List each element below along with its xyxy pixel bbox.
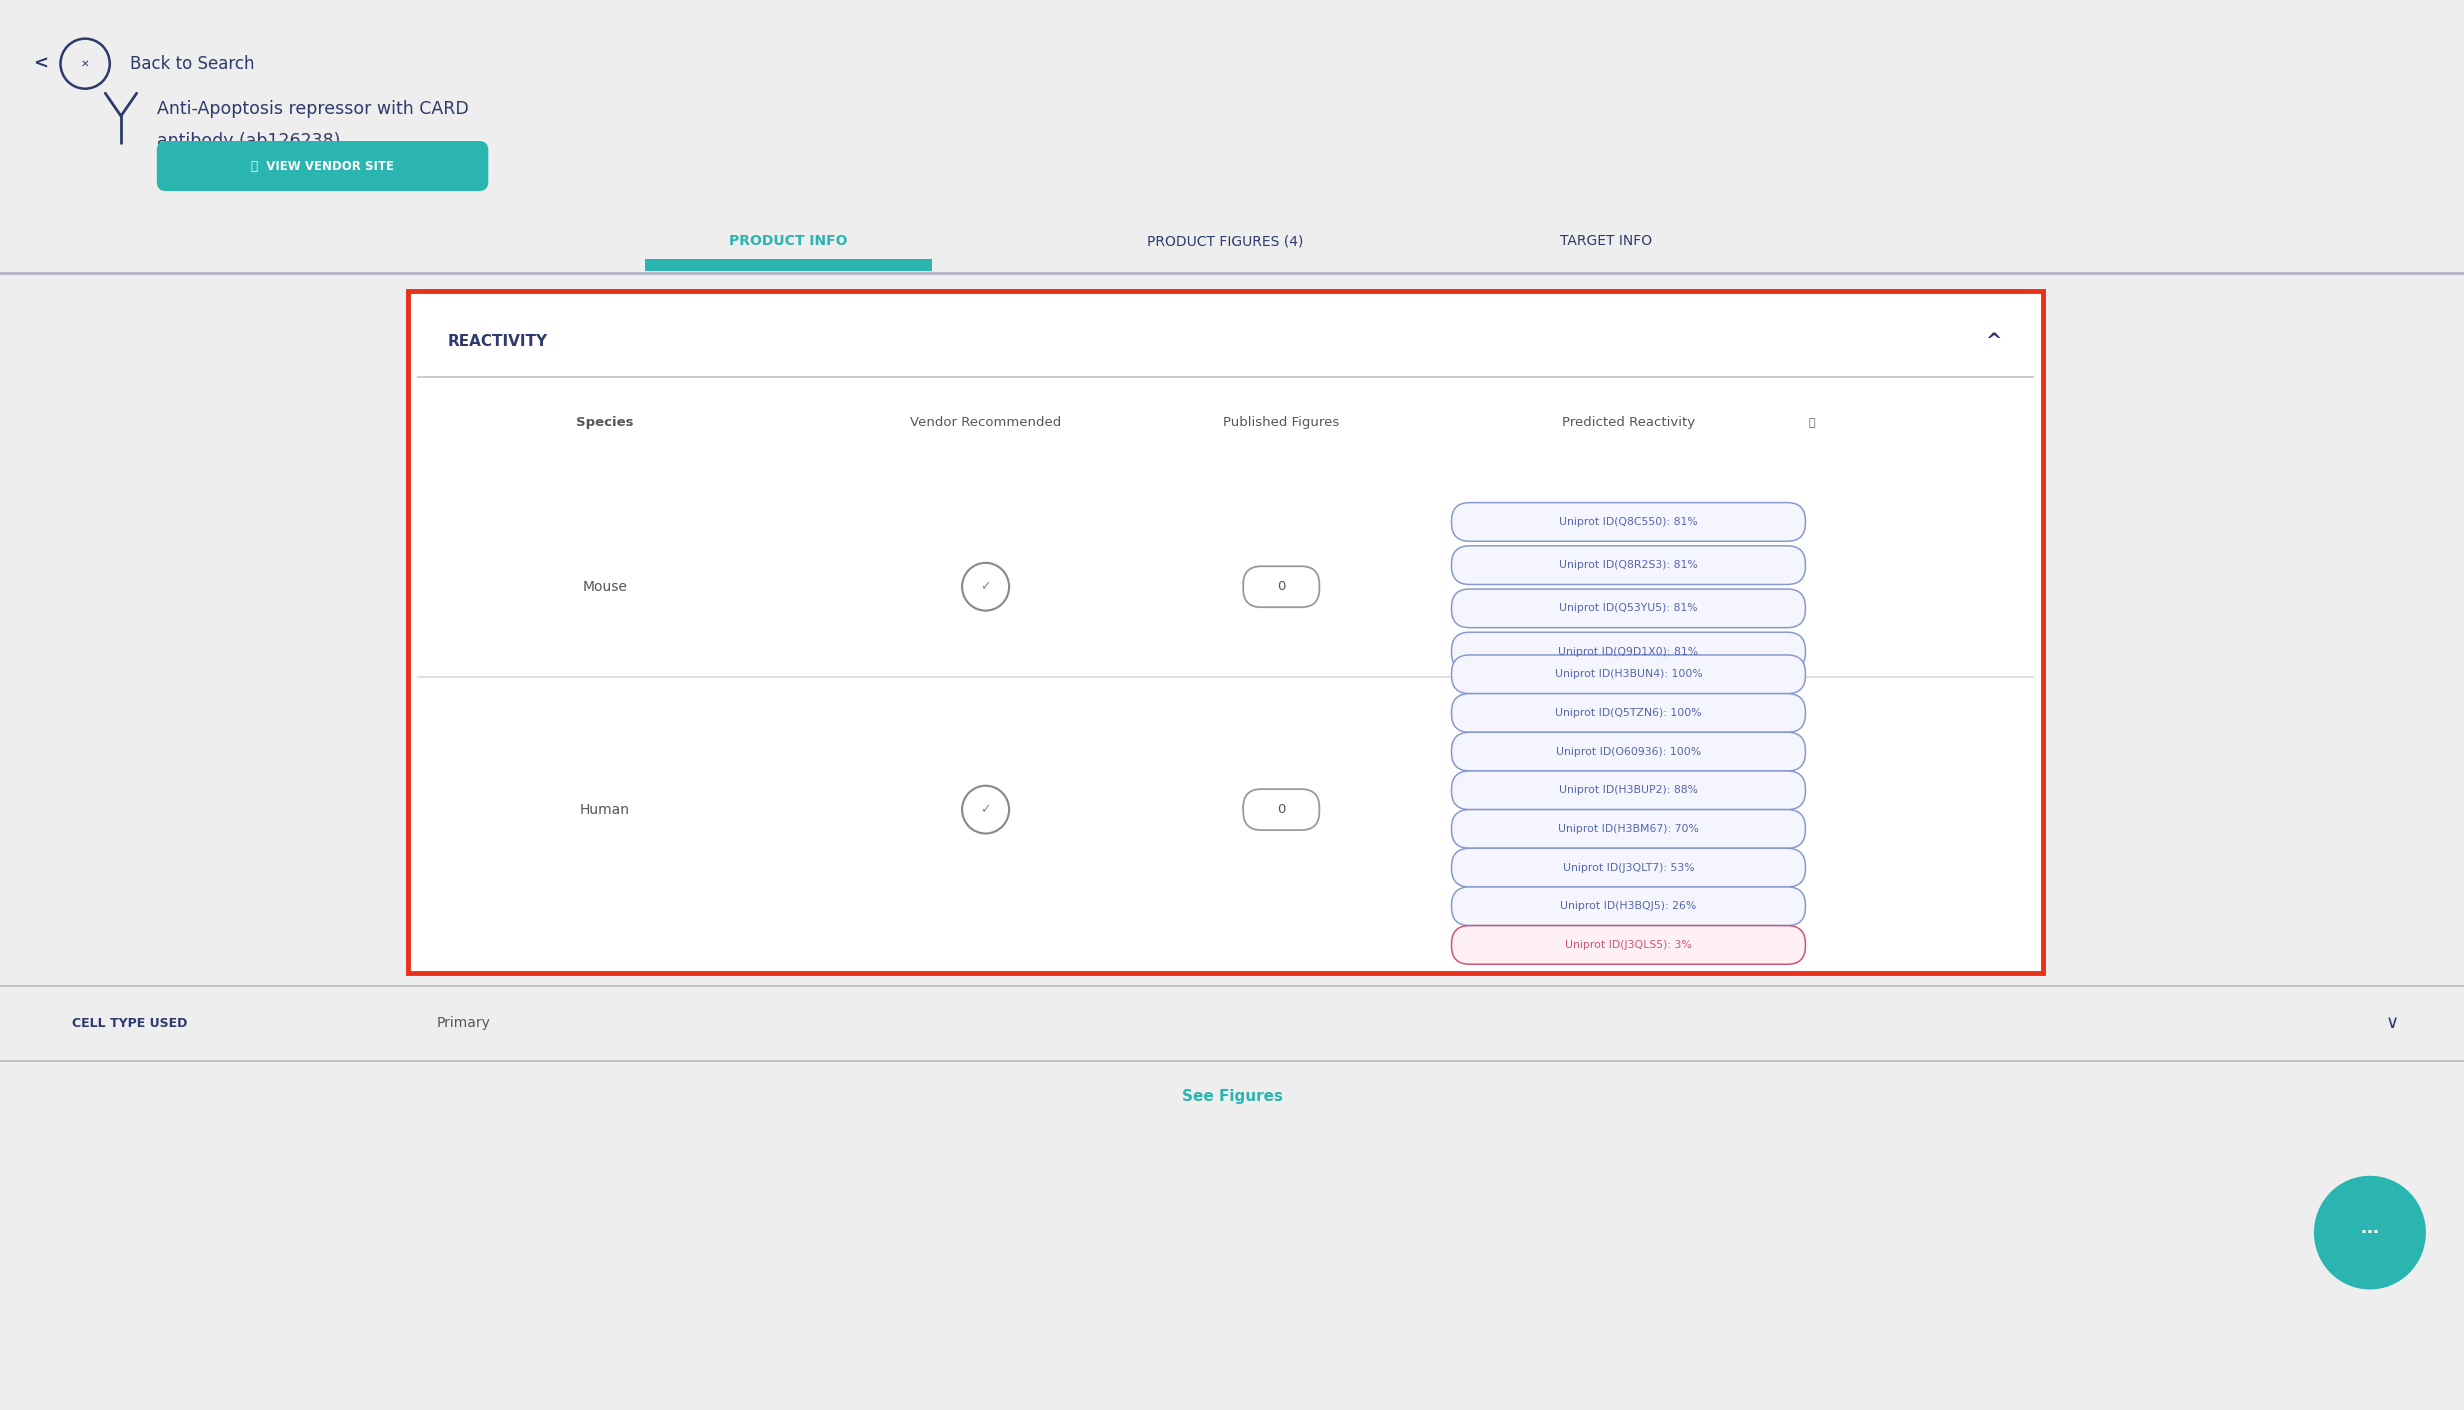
Bar xyxy=(646,259,931,271)
Text: Uniprot ID(J3QLS5): 3%: Uniprot ID(J3QLS5): 3% xyxy=(1565,940,1693,950)
Text: See Figures: See Figures xyxy=(1183,1089,1281,1104)
Text: Uniprot ID(O60936): 100%: Uniprot ID(O60936): 100% xyxy=(1555,747,1700,757)
Text: 0: 0 xyxy=(1276,804,1286,816)
FancyBboxPatch shape xyxy=(1451,809,1806,849)
FancyBboxPatch shape xyxy=(1451,849,1806,887)
Bar xyxy=(0,1060,2464,1062)
FancyBboxPatch shape xyxy=(1244,567,1318,608)
FancyBboxPatch shape xyxy=(1451,887,1806,925)
Text: Uniprot ID(H3BM67): 70%: Uniprot ID(H3BM67): 70% xyxy=(1557,823,1698,833)
Text: ∨: ∨ xyxy=(2385,1014,2400,1032)
Bar xyxy=(0,984,2464,987)
Text: PRODUCT FIGURES (4): PRODUCT FIGURES (4) xyxy=(1148,234,1303,248)
Text: Anti-Apoptosis repressor with CARD: Anti-Apoptosis repressor with CARD xyxy=(158,100,468,118)
Text: PRODUCT INFO: PRODUCT INFO xyxy=(729,234,848,248)
Text: Back to Search: Back to Search xyxy=(131,55,254,73)
FancyBboxPatch shape xyxy=(1451,502,1806,541)
Bar xyxy=(407,290,2043,973)
Text: Uniprot ID(Q5TZN6): 100%: Uniprot ID(Q5TZN6): 100% xyxy=(1555,708,1703,718)
Text: Human: Human xyxy=(579,802,631,816)
Bar xyxy=(416,675,2033,678)
Text: Mouse: Mouse xyxy=(582,580,628,594)
FancyBboxPatch shape xyxy=(158,141,488,190)
Circle shape xyxy=(2314,1176,2427,1290)
FancyBboxPatch shape xyxy=(1451,925,1806,964)
Text: Uniprot ID(H3BUN4): 100%: Uniprot ID(H3BUN4): 100% xyxy=(1555,670,1703,680)
FancyBboxPatch shape xyxy=(1451,546,1806,585)
Text: ✓: ✓ xyxy=(981,581,991,594)
Text: <: < xyxy=(32,55,47,73)
Text: antibody (ab126238): antibody (ab126238) xyxy=(158,133,340,149)
Text: Published Figures: Published Figures xyxy=(1222,416,1340,430)
FancyBboxPatch shape xyxy=(1451,656,1806,694)
Text: ^: ^ xyxy=(1986,331,2001,351)
Text: ⓘ: ⓘ xyxy=(1809,417,1816,429)
Text: ✓: ✓ xyxy=(981,804,991,816)
Text: ✕: ✕ xyxy=(81,59,89,69)
FancyBboxPatch shape xyxy=(1451,732,1806,771)
Text: REACTIVITY: REACTIVITY xyxy=(448,334,547,348)
Text: Predicted Reactivity: Predicted Reactivity xyxy=(1562,416,1695,430)
Bar xyxy=(0,272,2464,275)
Text: Uniprot ID(Q53YU5): 81%: Uniprot ID(Q53YU5): 81% xyxy=(1560,603,1698,613)
Text: TARGET INFO: TARGET INFO xyxy=(1560,234,1653,248)
Text: Uniprot ID(H3BUP2): 88%: Uniprot ID(H3BUP2): 88% xyxy=(1560,785,1698,795)
Text: Uniprot ID(Q8R2S3): 81%: Uniprot ID(Q8R2S3): 81% xyxy=(1560,560,1698,570)
Text: Uniprot ID(Q8C550): 81%: Uniprot ID(Q8C550): 81% xyxy=(1560,517,1698,527)
FancyBboxPatch shape xyxy=(1244,790,1318,830)
Text: …: … xyxy=(2361,1220,2378,1237)
Bar xyxy=(407,290,2043,973)
Text: 0: 0 xyxy=(1276,581,1286,594)
FancyBboxPatch shape xyxy=(1451,589,1806,627)
Text: Primary: Primary xyxy=(436,1017,490,1031)
Text: CELL TYPE USED: CELL TYPE USED xyxy=(71,1017,187,1029)
Text: Uniprot ID(J3QLT7): 53%: Uniprot ID(J3QLT7): 53% xyxy=(1562,863,1695,873)
FancyBboxPatch shape xyxy=(1451,694,1806,732)
FancyBboxPatch shape xyxy=(1451,632,1806,671)
Text: ⧉  VIEW VENDOR SITE: ⧉ VIEW VENDOR SITE xyxy=(251,159,394,172)
Text: Uniprot ID(H3BQJ5): 26%: Uniprot ID(H3BQJ5): 26% xyxy=(1560,901,1698,911)
Text: Species: Species xyxy=(577,416,633,430)
FancyBboxPatch shape xyxy=(1451,771,1806,809)
Text: Uniprot ID(Q9D1X0): 81%: Uniprot ID(Q9D1X0): 81% xyxy=(1557,647,1698,657)
Bar xyxy=(416,375,2033,378)
Text: Vendor Recommended: Vendor Recommended xyxy=(909,416,1062,430)
